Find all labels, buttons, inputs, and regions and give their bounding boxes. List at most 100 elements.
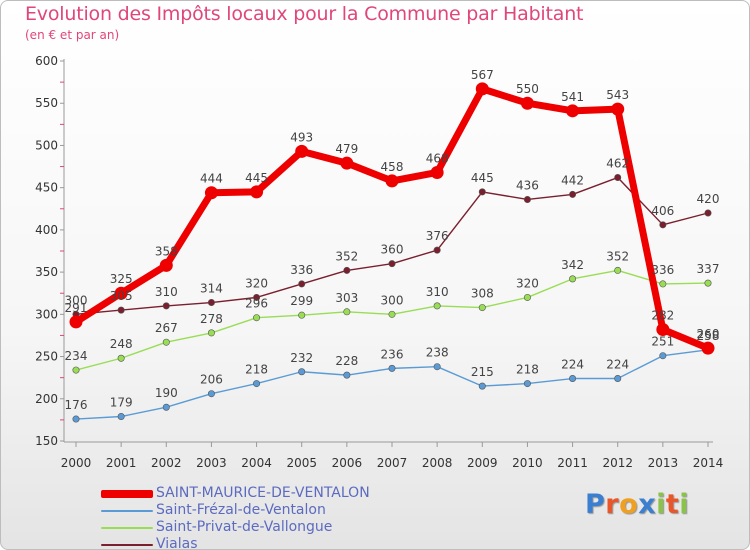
x-tick-label: 2001 — [106, 456, 137, 470]
y-tick-label: 500 — [35, 138, 58, 152]
data-point — [475, 82, 489, 96]
data-point — [704, 209, 712, 217]
data-point — [117, 413, 125, 421]
data-point — [523, 293, 531, 301]
x-tick-label: 2010 — [512, 456, 543, 470]
data-label: 215 — [471, 365, 494, 379]
data-point — [569, 190, 577, 198]
x-tick-label: 2013 — [648, 456, 679, 470]
data-point — [162, 338, 170, 346]
x-tick-label: 2004 — [241, 456, 272, 470]
logo-letter: t — [665, 489, 680, 520]
data-point — [72, 366, 80, 374]
y-tick-label: 450 — [35, 181, 58, 195]
data-label: 479 — [335, 142, 358, 156]
legend-label: Saint-Frézal-de-Ventalon — [156, 502, 326, 518]
data-point — [340, 156, 354, 170]
data-label: 320 — [516, 276, 539, 290]
data-point — [569, 375, 577, 383]
data-label: 445 — [245, 171, 268, 185]
data-point — [298, 368, 306, 376]
data-label: 436 — [516, 178, 539, 192]
data-label: 358 — [155, 244, 178, 258]
data-point — [117, 306, 125, 314]
data-point — [207, 329, 215, 337]
data-label: 342 — [561, 258, 584, 272]
data-label: 468 — [426, 151, 449, 165]
data-point — [659, 352, 667, 360]
data-label: 300 — [65, 293, 88, 307]
data-point — [250, 185, 264, 199]
data-label: 376 — [426, 229, 449, 243]
data-point — [523, 195, 531, 203]
data-label: 314 — [200, 282, 223, 296]
data-label: 543 — [606, 88, 629, 102]
data-label: 260 — [697, 327, 720, 341]
data-label: 238 — [426, 346, 449, 360]
data-point — [433, 363, 441, 371]
x-tick-label: 2009 — [467, 456, 498, 470]
data-label: 360 — [381, 243, 404, 257]
data-label: 228 — [335, 354, 358, 368]
data-label: 462 — [606, 157, 629, 171]
data-point — [298, 311, 306, 319]
data-point — [207, 390, 215, 398]
data-point — [433, 302, 441, 310]
y-tick-label: 350 — [35, 265, 58, 279]
data-label: 206 — [200, 373, 223, 387]
y-tick-label: 150 — [35, 434, 58, 448]
data-label: 299 — [290, 294, 313, 308]
data-label: 541 — [561, 90, 584, 104]
y-tick-label: 400 — [35, 223, 58, 237]
data-label: 291 — [65, 301, 88, 315]
data-label: 493 — [290, 130, 313, 144]
x-tick-label: 2000 — [61, 456, 92, 470]
data-label: 278 — [200, 312, 223, 326]
data-point — [388, 260, 396, 268]
data-point — [295, 144, 309, 158]
legend-swatch — [101, 544, 153, 546]
logo-letter: o — [619, 489, 639, 520]
data-point — [253, 380, 261, 388]
data-point — [298, 280, 306, 288]
data-label: 337 — [697, 262, 720, 276]
logo-letter: r — [605, 489, 620, 520]
data-label: 267 — [155, 321, 178, 335]
data-label: 406 — [651, 204, 674, 218]
x-tick-label: 2008 — [422, 456, 453, 470]
data-label: 190 — [155, 386, 178, 400]
y-tick-label: 200 — [35, 392, 58, 406]
data-label: 224 — [606, 358, 629, 372]
data-point — [343, 308, 351, 316]
data-label: 336 — [651, 263, 674, 277]
data-point — [611, 102, 625, 116]
legend-label: SAINT-MAURICE-DE-VENTALON — [156, 485, 370, 501]
x-tick-label: 2014 — [693, 456, 724, 470]
data-point — [388, 364, 396, 372]
x-tick-label: 2012 — [602, 456, 633, 470]
data-point — [656, 323, 670, 337]
chart-subtitle: (en € et par an) — [25, 28, 120, 42]
logo-letter: x — [638, 489, 657, 520]
data-point — [478, 304, 486, 312]
legend-label: Vialas — [156, 536, 198, 550]
data-label: 336 — [290, 263, 313, 277]
data-point — [614, 375, 622, 383]
data-label: 251 — [651, 335, 674, 349]
data-label: 248 — [110, 337, 133, 351]
series-line — [72, 85, 712, 352]
data-point — [72, 415, 80, 423]
data-point — [478, 188, 486, 196]
data-label: 420 — [697, 192, 720, 206]
line-chart: 150 200 250 300 350 400 450 500 550 600 2000 2001 20… — [35, 54, 724, 470]
y-tick-label: 250 — [35, 350, 58, 364]
data-label: 218 — [516, 363, 539, 377]
data-label: 218 — [245, 363, 268, 377]
y-tick-label: 550 — [35, 96, 58, 110]
data-point — [253, 314, 261, 322]
data-label: 308 — [471, 287, 494, 301]
data-point — [114, 286, 128, 300]
legend-label: Saint-Privat-de-Vallongue — [156, 519, 333, 535]
data-label: 325 — [110, 272, 133, 286]
data-point — [659, 280, 667, 288]
